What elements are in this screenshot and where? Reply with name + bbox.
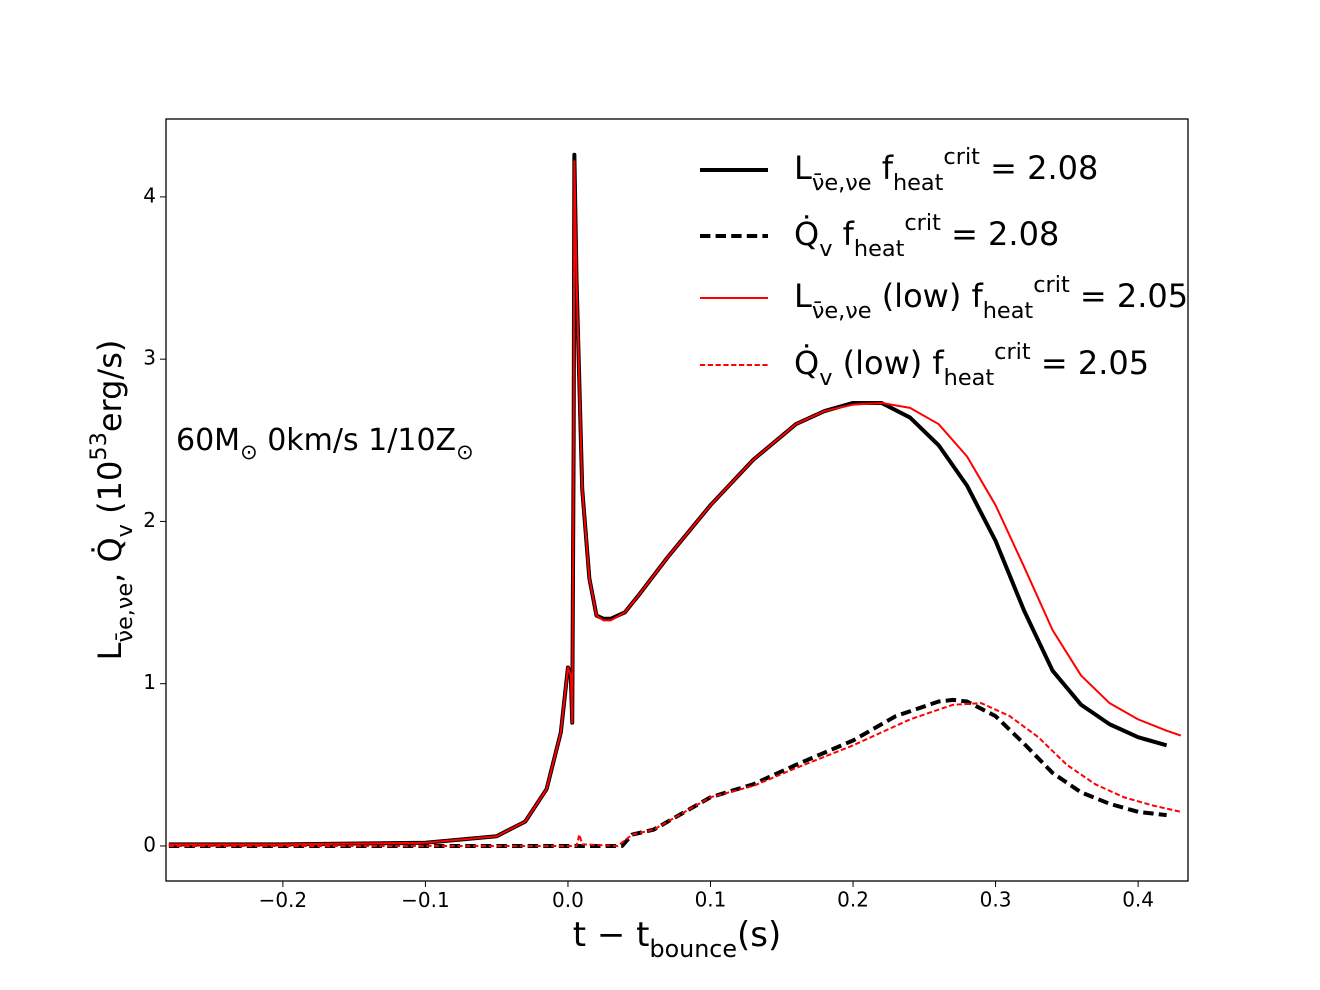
y-tick-label: 0 [143,832,156,856]
y-tick-label: 3 [143,346,156,370]
x-tick-label: −0.2 [259,888,308,912]
y-axis-label: Lν̄e,νe, Q̇v (1053erg/s) [86,340,138,661]
data-line [168,152,1168,847]
data-line [168,697,1167,848]
legend-label: Lν̄e,νe fheatcrit = 2.08 [794,144,1098,196]
x-tick-label: 0.4 [1122,888,1154,912]
data-line [168,160,1182,846]
x-tick-label: 0.1 [695,888,727,912]
x-tick-label: 0.3 [980,888,1012,912]
x-tick-label: 0.2 [837,888,869,912]
annotation: 60M⊙ 0km/s 1/10Z⊙ [176,423,474,465]
data-line [168,702,1182,847]
legend-label: Q̇v fheatcrit = 2.08 [794,210,1059,262]
plot-frame [165,118,1189,882]
legend-label: Q̇v (low) fheatcrit = 2.05 [794,339,1149,391]
x-tick-label: −0.1 [401,888,450,912]
y-tick-label: 2 [143,508,156,532]
x-axis-label: t − tbounce(s) [573,915,782,963]
y-tick-label: 4 [143,183,156,207]
x-tick-label: 0.0 [552,888,584,912]
y-tick-label: 1 [143,670,156,694]
legend-label: Lν̄e,νe (low) fheatcrit = 2.05 [794,272,1188,324]
